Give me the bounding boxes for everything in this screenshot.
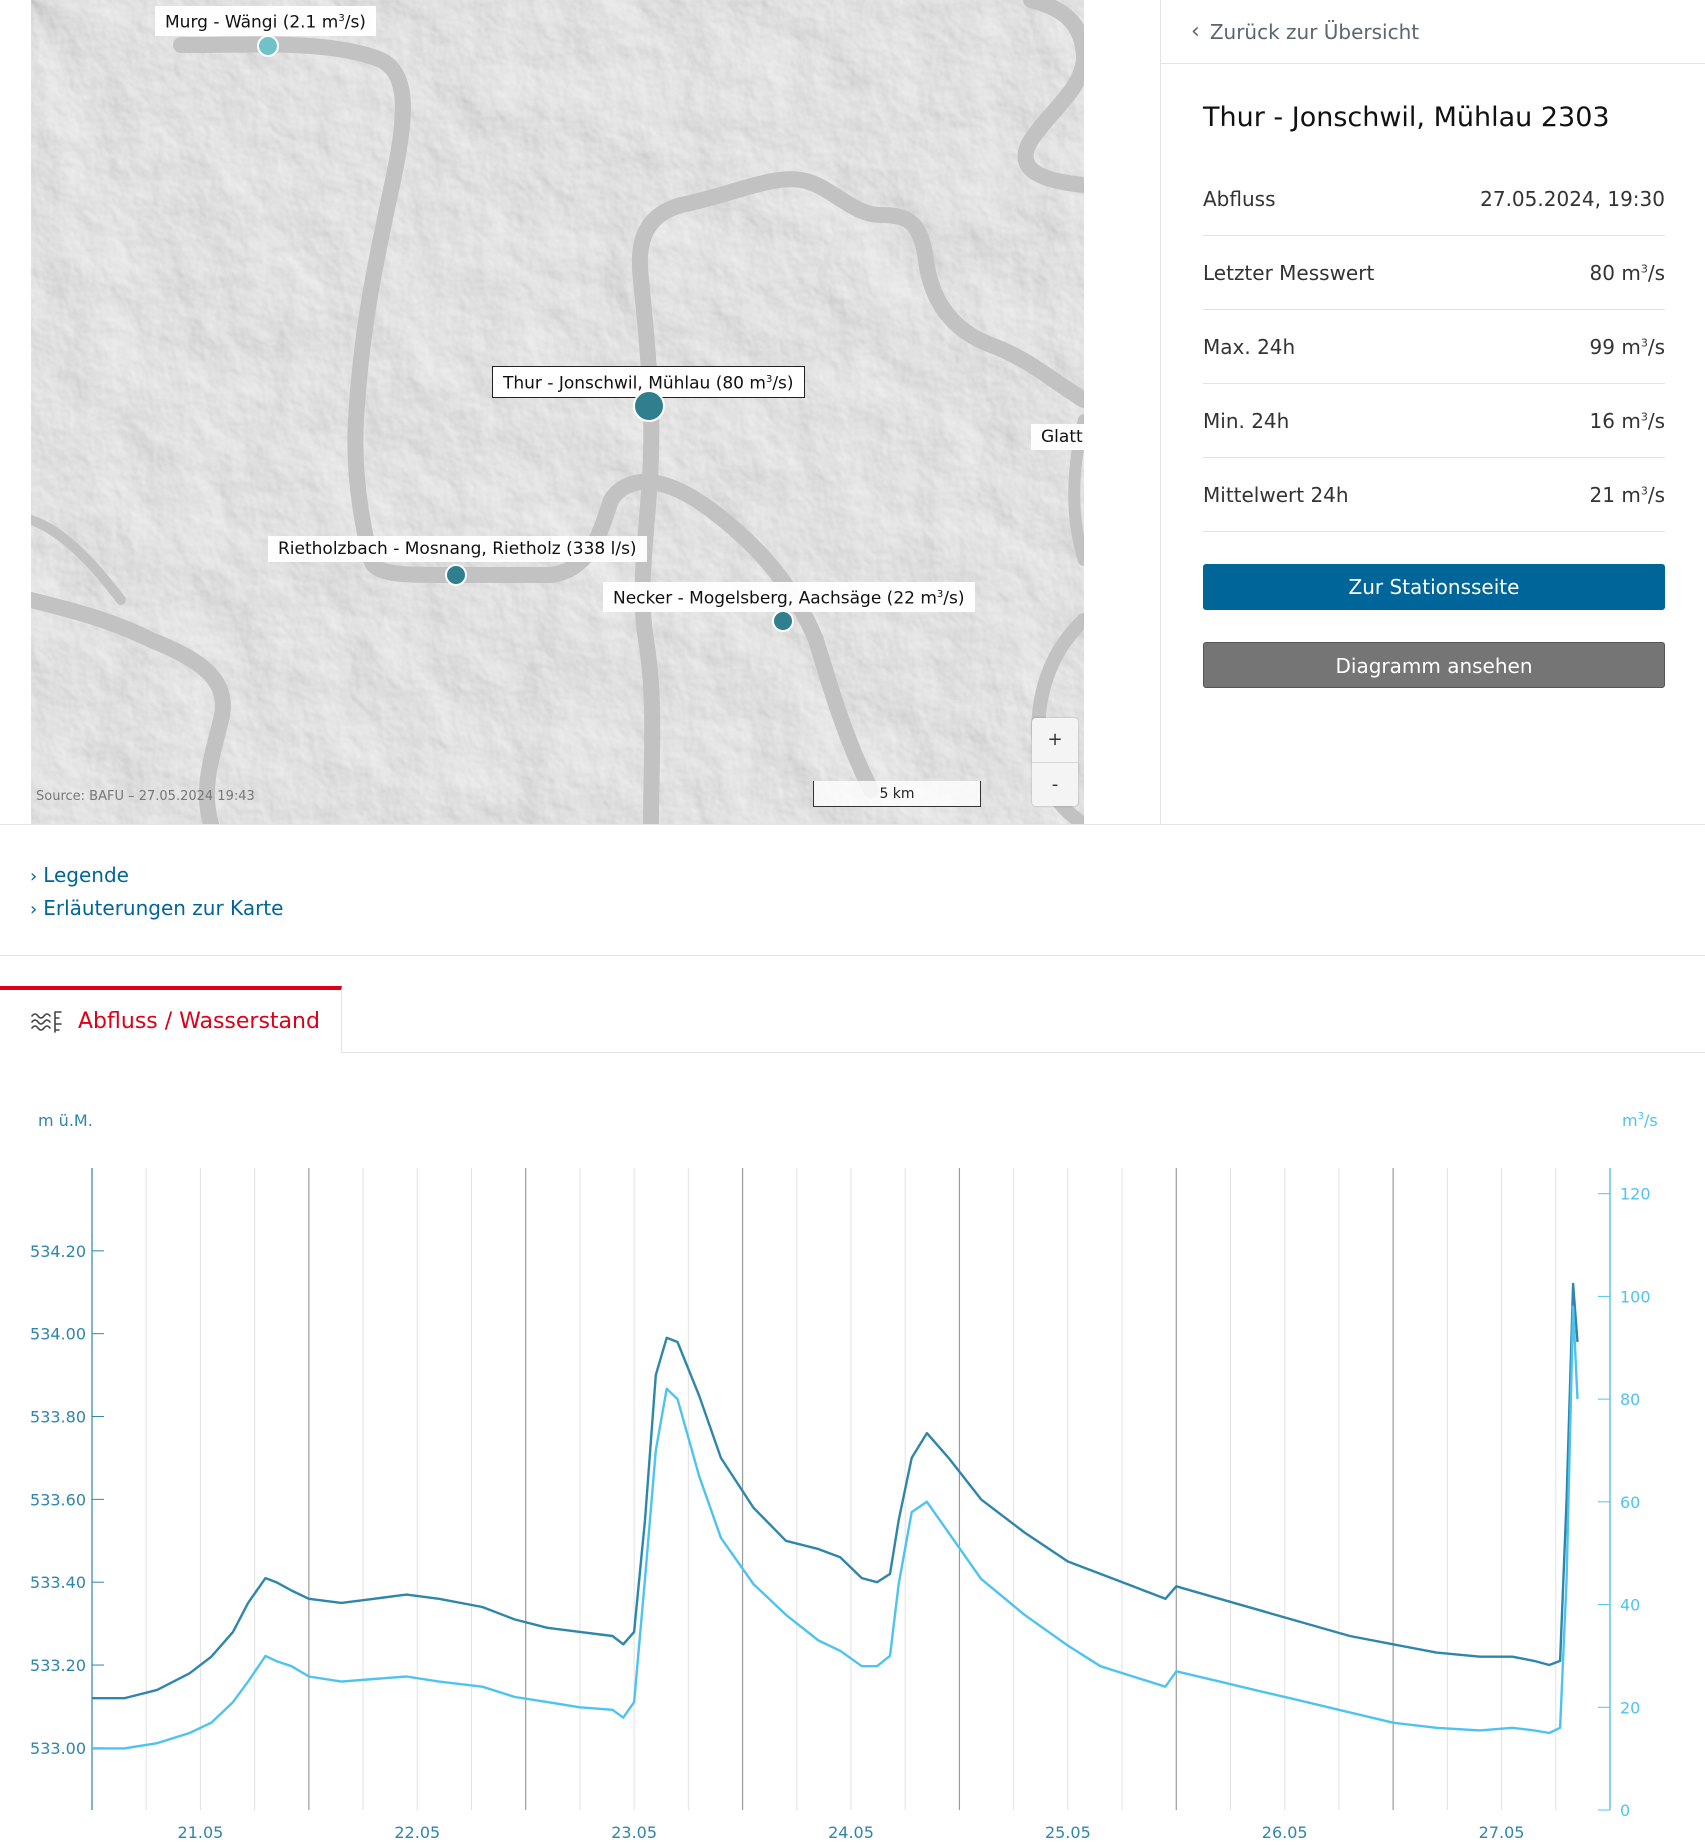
station-stats: Abfluss 27.05.2024, 19:30 Letzter Messwe… xyxy=(1203,162,1665,532)
stat-row-mean-24h: Mittelwert 24h 21 m3/s xyxy=(1203,458,1665,532)
stat-row-last-value: Letzter Messwert 80 m3/s xyxy=(1203,236,1665,310)
y-tick-label-left: 534.20 xyxy=(30,1242,86,1261)
chevron-left-icon: ‹ xyxy=(1191,19,1200,44)
x-tick-label: 26.05 xyxy=(1262,1823,1308,1842)
station-marker-rietholzbach[interactable] xyxy=(445,564,467,586)
y-tick-label-left: 533.00 xyxy=(30,1739,86,1758)
y-tick-label-right: 40 xyxy=(1620,1596,1640,1615)
y-tick-label-right: 80 xyxy=(1620,1390,1640,1409)
zoom-in-button[interactable]: + xyxy=(1047,729,1063,750)
y-tick-label-right: 0 xyxy=(1620,1801,1630,1820)
stat-row-max-24h: Max. 24h 99 m3/s xyxy=(1203,310,1665,384)
legend-link[interactable]: › Legende xyxy=(30,863,129,887)
x-tick-label: 25.05 xyxy=(1045,1823,1091,1842)
y-axis-right-title: m3/s xyxy=(1622,1111,1658,1130)
x-tick-label: 21.05 xyxy=(178,1823,224,1842)
station-label-murg[interactable]: Murg - Wängi (2.1 m3/s) xyxy=(155,6,376,36)
back-label: Zurück zur Übersicht xyxy=(1209,19,1420,44)
stat-label: Mittelwert 24h xyxy=(1203,482,1349,507)
station-page-button[interactable]: Zur Stationsseite xyxy=(1203,564,1665,610)
divider xyxy=(0,955,1705,956)
stat-row-abfluss: Abfluss 27.05.2024, 19:30 xyxy=(1203,162,1665,236)
x-tick-label: 27.05 xyxy=(1479,1823,1525,1842)
stat-value: 80 m3/s xyxy=(1589,260,1665,285)
waves-icon xyxy=(31,1010,62,1033)
scale-bar: 5 km xyxy=(813,781,981,807)
station-label-glatt[interactable]: Glatt - xyxy=(1031,424,1084,450)
map-source: Source: BAFU – 27.05.2024 19:43 xyxy=(36,789,255,804)
x-tick-label: 23.05 xyxy=(611,1823,657,1842)
zoom-out-button[interactable]: - xyxy=(1032,762,1078,806)
stat-value: 16 m3/s xyxy=(1589,408,1665,433)
chevron-right-icon: › xyxy=(30,866,38,887)
station-marker-necker[interactable] xyxy=(772,610,794,632)
station-panel: ‹ Zurück zur Übersicht Thur - Jonschwil,… xyxy=(1160,0,1705,824)
tab-baseline xyxy=(342,1052,1705,1053)
y-tick-label-right: 20 xyxy=(1620,1698,1640,1717)
stat-label: Min. 24h xyxy=(1203,408,1290,433)
station-marker-thur[interactable] xyxy=(633,390,665,422)
y-tick-label-left: 533.20 xyxy=(30,1656,86,1675)
series-line-discharge xyxy=(92,1305,1579,1750)
stat-label: Abfluss xyxy=(1203,186,1276,211)
series-line-water-level xyxy=(92,1282,1579,1700)
zoom-control: + - xyxy=(1032,718,1078,806)
station-marker-murg[interactable] xyxy=(257,35,279,57)
y-axis-left-title: m ü.M. xyxy=(38,1111,93,1130)
map-explanations-link[interactable]: › Erläuterungen zur Karte xyxy=(30,896,284,920)
y-tick-label-right: 120 xyxy=(1620,1185,1651,1204)
y-tick-label-left: 533.60 xyxy=(30,1490,86,1509)
chart-grid xyxy=(91,1168,1611,1810)
tab-abfluss-wasserstand[interactable]: Abfluss / Wasserstand xyxy=(0,986,342,1053)
chart-series xyxy=(92,1282,1579,1750)
x-tick-label: 22.05 xyxy=(394,1823,440,1842)
stat-value: 21 m3/s xyxy=(1589,482,1665,507)
discharge-chart[interactable]: m ü.M. m3/s 21.05 22.05 23.05 24.05 25.05 26.… xyxy=(0,1090,1705,1845)
y-tick-label-left: 534.00 xyxy=(30,1325,86,1344)
stat-value: 99 m3/s xyxy=(1589,334,1665,359)
station-label-necker[interactable]: Necker - Mogelsberg, Aachsäge (22 m3/s) xyxy=(603,582,975,612)
x-tick-label: 24.05 xyxy=(828,1823,874,1842)
divider xyxy=(0,824,1705,825)
stat-row-min-24h: Min. 24h 16 m3/s xyxy=(1203,384,1665,458)
y-tick-label-left: 533.40 xyxy=(30,1573,86,1592)
chart-axes: 21.05 22.05 23.05 24.05 25.05 26.05 27.05 533.0… xyxy=(30,1168,1651,1842)
back-to-overview-link[interactable]: ‹ Zurück zur Übersicht xyxy=(1161,0,1705,64)
y-tick-label-left: 533.80 xyxy=(30,1408,86,1427)
terrain-background xyxy=(31,0,1084,824)
stat-value: 27.05.2024, 19:30 xyxy=(1480,186,1665,211)
station-label-rietholzbach[interactable]: Rietholzbach - Mosnang, Rietholz (338 l/… xyxy=(268,536,647,562)
stat-label: Letzter Messwert xyxy=(1203,260,1375,285)
view-diagram-button[interactable]: Diagramm ansehen xyxy=(1203,642,1665,688)
y-tick-label-right: 60 xyxy=(1620,1493,1640,1512)
stat-label: Max. 24h xyxy=(1203,334,1296,359)
map-view[interactable]: Murg - Wängi (2.1 m3/s) Thur - Jonschwil… xyxy=(31,0,1084,824)
station-title: Thur - Jonschwil, Mühlau 2303 xyxy=(1203,102,1610,133)
tab-label: Abfluss / Wasserstand xyxy=(78,1009,320,1034)
chevron-right-icon: › xyxy=(30,899,38,920)
y-tick-label-right: 100 xyxy=(1620,1287,1651,1306)
